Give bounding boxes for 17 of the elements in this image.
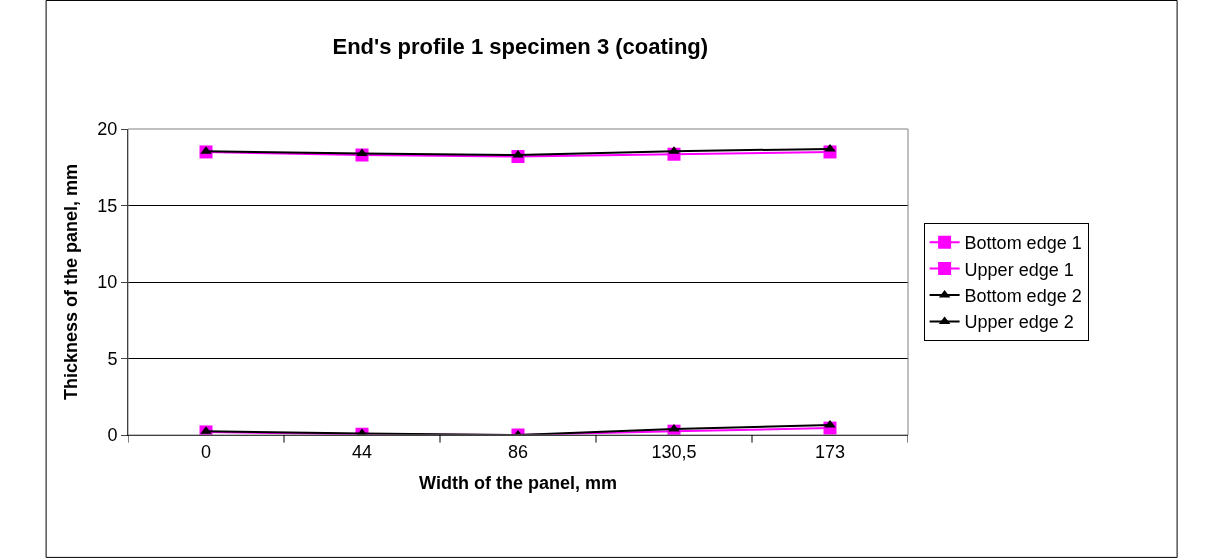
x-tick-label: 44 [351, 441, 373, 462]
x-tick-label: 130,5 [651, 441, 697, 462]
x-tick-label: 86 [507, 441, 529, 462]
x-axis-title: Width of the panel, mm [419, 472, 617, 493]
chart-title: End's profile 1 specimen 3 (coating) [332, 34, 709, 60]
y-tick-label: 10 [97, 272, 118, 293]
legend-label: Upper edge 2 [964, 312, 1074, 333]
y-tick-label: 15 [97, 195, 118, 216]
y-tick-label: 5 [107, 348, 118, 369]
x-tick-label: 0 [200, 441, 212, 462]
y-axis-title: Thickness of the panel, mm [60, 163, 81, 401]
x-tick-label: 173 [814, 441, 846, 462]
legend-label: Bottom edge 2 [964, 286, 1082, 307]
y-tick-label: 0 [107, 425, 118, 446]
y-tick-label: 20 [97, 119, 118, 140]
legend-label: Bottom edge 1 [964, 233, 1082, 254]
legend-label: Upper edge 1 [964, 259, 1074, 280]
